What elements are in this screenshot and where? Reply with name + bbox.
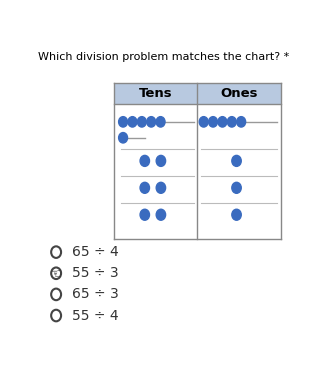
Circle shape — [140, 209, 149, 220]
Circle shape — [156, 155, 166, 167]
Circle shape — [147, 117, 156, 127]
Text: 55 ÷ 4: 55 ÷ 4 — [72, 309, 119, 323]
Text: Which division problem matches the chart? *: Which division problem matches the chart… — [38, 52, 290, 62]
Circle shape — [232, 209, 241, 220]
Circle shape — [140, 155, 149, 167]
Text: Tens: Tens — [139, 87, 173, 100]
Circle shape — [119, 133, 128, 143]
Circle shape — [140, 182, 149, 193]
Circle shape — [218, 117, 227, 127]
Circle shape — [232, 182, 241, 193]
Circle shape — [199, 117, 208, 127]
Circle shape — [51, 310, 61, 321]
Circle shape — [227, 117, 236, 127]
Text: Ones: Ones — [220, 87, 258, 100]
Text: 65 ÷ 3: 65 ÷ 3 — [72, 287, 119, 302]
Bar — [115, 105, 281, 239]
Circle shape — [156, 209, 166, 220]
Circle shape — [51, 267, 61, 279]
Bar — [197, 83, 281, 105]
Circle shape — [232, 155, 241, 167]
Text: 65 ÷ 4: 65 ÷ 4 — [72, 245, 119, 259]
Circle shape — [156, 117, 165, 127]
Circle shape — [51, 246, 61, 258]
Text: 55 ÷ 3: 55 ÷ 3 — [72, 266, 119, 280]
Circle shape — [237, 117, 246, 127]
Circle shape — [51, 289, 61, 300]
Circle shape — [128, 117, 137, 127]
Bar — [115, 83, 197, 105]
Text: ☜: ☜ — [50, 266, 62, 280]
Circle shape — [119, 117, 128, 127]
Circle shape — [209, 117, 218, 127]
Circle shape — [156, 182, 166, 193]
Circle shape — [137, 117, 146, 127]
